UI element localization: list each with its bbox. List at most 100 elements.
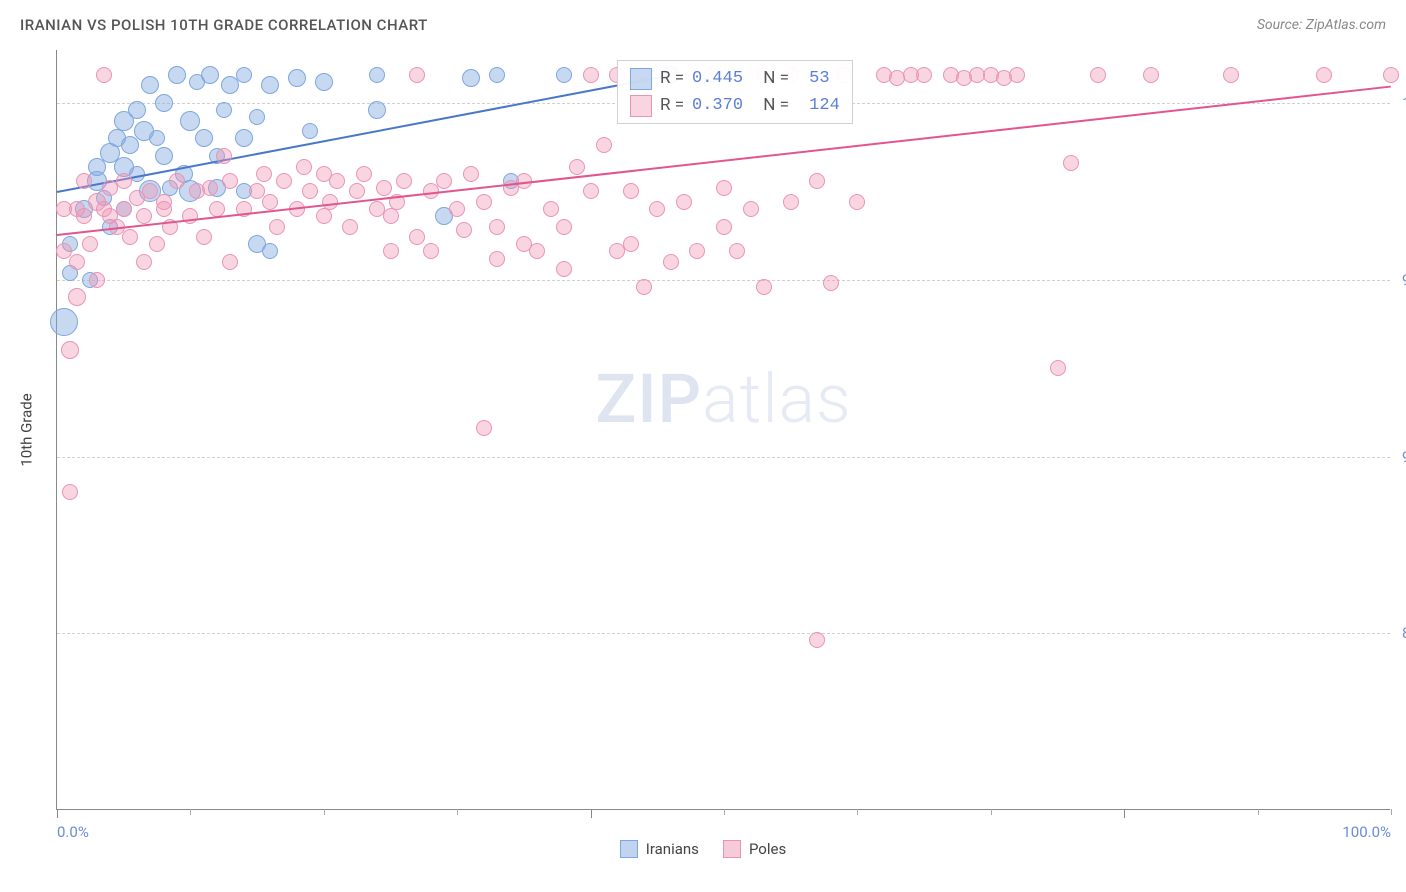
data-point [729,243,745,259]
x-tick-minor [324,809,325,815]
data-point [369,67,385,83]
y-tick-label: 85.0% [1402,624,1406,642]
data-point [383,208,399,224]
n-value-iranians: 53 [809,65,829,92]
data-point [783,194,799,210]
x-tick-major [591,809,592,818]
swatch-iranians-icon [620,840,638,858]
data-point [556,261,572,277]
data-point [462,69,480,87]
data-point [809,632,825,648]
x-tick-minor [457,809,458,815]
data-point [716,219,732,235]
data-point [1316,67,1332,83]
data-point [76,208,92,224]
data-point [116,173,132,189]
plot-area: ZIPatlas R = 0.445 N = 53 R = 0.370 N = … [56,50,1390,810]
data-point [316,208,332,224]
data-point [222,254,238,270]
data-point [68,288,86,306]
legend-item-iranians: Iranians [620,840,699,858]
data-point [141,76,159,94]
data-point [156,201,172,217]
data-point [543,201,559,217]
data-point [916,67,932,83]
data-point [556,219,572,235]
data-point [216,102,232,118]
data-point [396,173,412,189]
x-tick-minor [857,809,858,815]
data-point [716,180,732,196]
r-value-iranians: 0.445 [692,65,743,92]
data-point [122,229,138,245]
chart-title: IRANIAN VS POLISH 10TH GRADE CORRELATION… [20,16,428,34]
data-point [149,130,165,146]
data-point [288,69,306,87]
data-point [168,66,186,84]
data-point [349,183,365,199]
data-point [583,183,599,199]
y-tick-label: 95.0% [1402,271,1406,289]
data-point [436,173,452,189]
data-point [249,109,265,125]
data-point [56,243,72,259]
data-point [823,275,839,291]
data-point [623,183,639,199]
data-point [376,180,392,196]
data-point [261,76,279,94]
data-point [262,194,278,210]
data-point [476,194,492,210]
x-tick-label: 100.0% [1342,823,1391,841]
data-point [463,166,479,182]
data-point [1090,67,1106,83]
bottom-legend: Iranians Poles [0,840,1406,858]
data-point [489,219,505,235]
legend-row-iranians: R = 0.445 N = 53 [630,65,840,92]
swatch-poles [630,95,652,117]
data-point [201,66,219,84]
data-point [329,173,345,189]
data-point [676,194,692,210]
y-tick-label: 90.0% [1402,448,1406,466]
data-point [269,219,285,235]
data-point [195,129,213,147]
data-point [1383,67,1399,83]
data-point [476,420,492,436]
data-point [1009,67,1025,83]
plot-wrapper: ZIPatlas R = 0.445 N = 53 R = 0.370 N = … [56,50,1390,810]
chart-header: IRANIAN VS POLISH 10TH GRADE CORRELATION… [0,0,1406,50]
y-tick-label: 100.0% [1402,94,1406,112]
data-point [302,183,318,199]
data-point [449,201,465,217]
data-point [743,201,759,217]
data-point [136,208,152,224]
data-point [276,173,292,189]
data-point [489,67,505,83]
r-value-poles: 0.370 [692,92,743,119]
x-tick-minor [190,809,191,815]
data-point [1223,67,1239,83]
data-point [342,219,358,235]
swatch-poles-icon [723,840,741,858]
data-point [596,137,612,153]
data-point [180,111,200,131]
data-point [623,236,639,252]
data-point [89,272,105,288]
data-point [236,67,252,83]
data-point [62,484,78,500]
data-point [1063,155,1079,171]
data-point [61,341,79,359]
data-point [409,67,425,83]
data-point [1050,360,1066,376]
data-point [202,180,218,196]
data-point [216,148,232,164]
legend-box: R = 0.445 N = 53 R = 0.370 N = 124 [617,60,853,124]
data-point [756,279,772,295]
data-point [136,254,152,270]
data-point [636,279,652,295]
data-point [809,173,825,189]
data-point [169,173,185,189]
x-tick-major [57,809,58,818]
gridline [57,633,1390,634]
x-tick-minor [1258,809,1259,815]
